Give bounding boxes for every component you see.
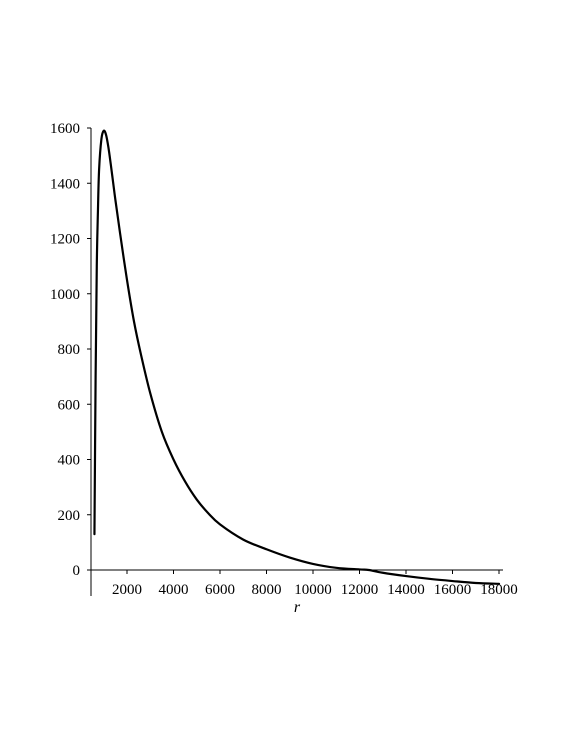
y-tick-label: 400 [58,453,81,469]
x-tick-label: 12000 [341,582,379,598]
x-tick-label: 10000 [294,582,332,598]
y-tick-label: 0 [73,563,81,579]
x-tick-label: 8000 [252,582,282,598]
y-tick-label: 1400 [50,176,80,192]
x-tick-label: 6000 [205,582,235,598]
y-tick-label: 800 [58,342,81,358]
series-line [93,129,501,585]
x-tick-label: 4000 [159,582,189,598]
y-tick-label: 1200 [50,232,80,248]
y-tick-label: 1600 [50,121,80,137]
x-tick-label: 18000 [480,582,518,598]
x-tick-label: 14000 [387,582,425,598]
x-axis-title: r [294,599,301,616]
y-tick-label: 1000 [50,287,80,303]
y-axis-ticks: 0 200 400 600 800 1000 1200 1400 1600 [50,121,91,579]
y-tick-label: 200 [58,508,81,524]
x-tick-label: 16000 [434,582,472,598]
x-axis-ticks: 2000 4000 6000 8000 10000 12000 14000 16000 1800… [112,570,518,598]
x-tick-label: 2000 [112,582,142,598]
y-tick-label: 600 [58,397,81,413]
